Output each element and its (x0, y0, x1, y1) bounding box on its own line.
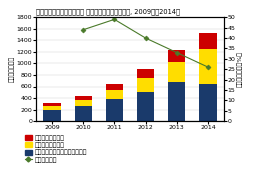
Y-axis label: 前年比成長率（%）: 前年比成長率（%） (237, 51, 243, 87)
Bar (199, 84, 217, 121)
Bar (106, 99, 123, 121)
Bar (168, 62, 185, 82)
Bar (168, 50, 185, 62)
Bar (75, 96, 92, 100)
Bar (137, 78, 154, 92)
Bar (75, 100, 92, 106)
Bar (43, 103, 61, 106)
Bar (106, 84, 123, 90)
Bar (199, 33, 217, 49)
Legend: アプリケーション, プラットフォーム, システムインフラストラクチャ, 前年比応長率: アプリケーション, プラットフォーム, システムインフラストラクチャ, 前年比応… (24, 134, 88, 163)
Bar (75, 106, 92, 121)
Bar (168, 82, 185, 121)
Bar (106, 90, 123, 99)
Bar (43, 110, 61, 121)
Bar (137, 92, 154, 121)
Bar (43, 106, 61, 110)
Text: 国内クラウドサービス市場 セグメント別売上額予測, 2009年～2014年: 国内クラウドサービス市場 セグメント別売上額予測, 2009年～2014年 (36, 8, 180, 15)
Y-axis label: 売上額（億円）: 売上額（億円） (10, 56, 15, 82)
Bar (199, 49, 217, 84)
Bar (137, 69, 154, 78)
